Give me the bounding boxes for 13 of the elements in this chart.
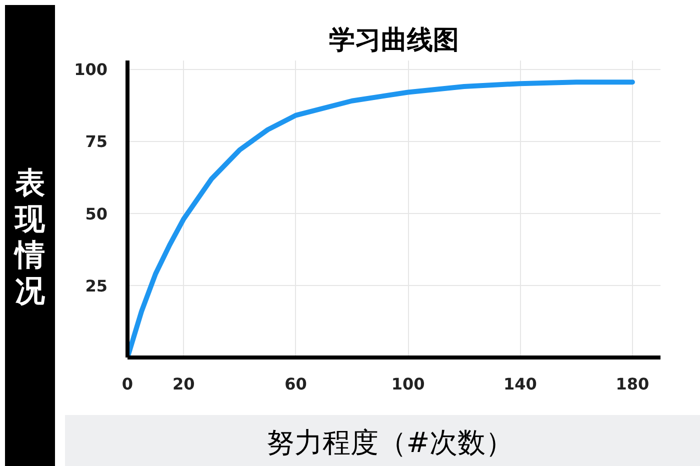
x-tick-label: 100: [391, 374, 425, 394]
x-tick-label: 0: [122, 374, 134, 394]
y-tick-label: 75: [85, 132, 108, 152]
x-tick-label: 60: [284, 374, 307, 394]
x-axis-title: 努力程度（#次数）: [266, 425, 514, 461]
x-tick-label: 180: [616, 374, 650, 394]
x-tick-label: 140: [504, 374, 537, 394]
chart-title: 学习曲线图: [329, 26, 459, 56]
y-tick-label: 50: [85, 204, 108, 224]
x-tick-label: 20: [172, 374, 195, 394]
y-tick-label: 100: [74, 60, 108, 80]
y-axis-title: 表现情况: [15, 166, 45, 310]
y-tick-label: 25: [85, 276, 108, 296]
